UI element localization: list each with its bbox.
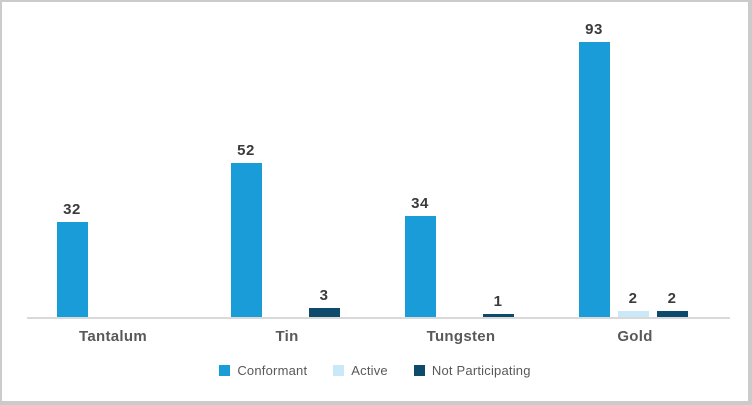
legend-swatch-not-participating-icon [413, 365, 425, 376]
legend-swatch-conformant-icon [219, 365, 231, 376]
category-label-tantalum: Tantalum [79, 328, 147, 345]
category-label-tin: Tin [275, 328, 299, 345]
plot-area: Tantalum Tin Tungsten Gold 32 52 34 93 2 3 1 2 [2, 2, 748, 401]
bar-conformant-tantalum [56, 222, 88, 317]
legend-item-active: Active [333, 363, 388, 378]
legend-item-not-participating: Not Participating [413, 363, 531, 378]
bar-active-gold [617, 311, 649, 317]
value-label-not-participating-tungsten: 1 [493, 293, 503, 310]
bar-not-participating-tin [308, 308, 340, 317]
value-label-conformant-gold: 93 [585, 21, 603, 38]
legend-label-conformant: Conformant [237, 363, 308, 378]
legend-label-active: Active [351, 363, 388, 378]
legend-label-not-participating: Not Participating [431, 363, 531, 378]
value-label-not-participating-gold: 2 [667, 290, 677, 307]
value-label-conformant-tantalum: 32 [63, 201, 81, 218]
bar-not-participating-gold [656, 311, 688, 317]
legend-swatch-active-icon [333, 365, 345, 376]
value-label-active-gold: 2 [628, 290, 638, 307]
legend-item-conformant: Conformant [219, 363, 307, 378]
value-label-conformant-tin: 52 [237, 142, 255, 159]
bar-not-participating-tungsten [482, 314, 514, 317]
bar-conformant-tungsten [404, 216, 436, 317]
bar-conformant-gold [578, 42, 610, 317]
category-label-gold: Gold [617, 328, 653, 345]
category-label-tungsten: Tungsten [426, 328, 496, 345]
value-label-conformant-tungsten: 34 [411, 195, 429, 212]
bar-conformant-tin [230, 163, 262, 317]
x-axis-line [27, 317, 730, 319]
legend: Conformant Active Not Participating [2, 363, 748, 378]
value-label-not-participating-tin: 3 [319, 287, 329, 304]
